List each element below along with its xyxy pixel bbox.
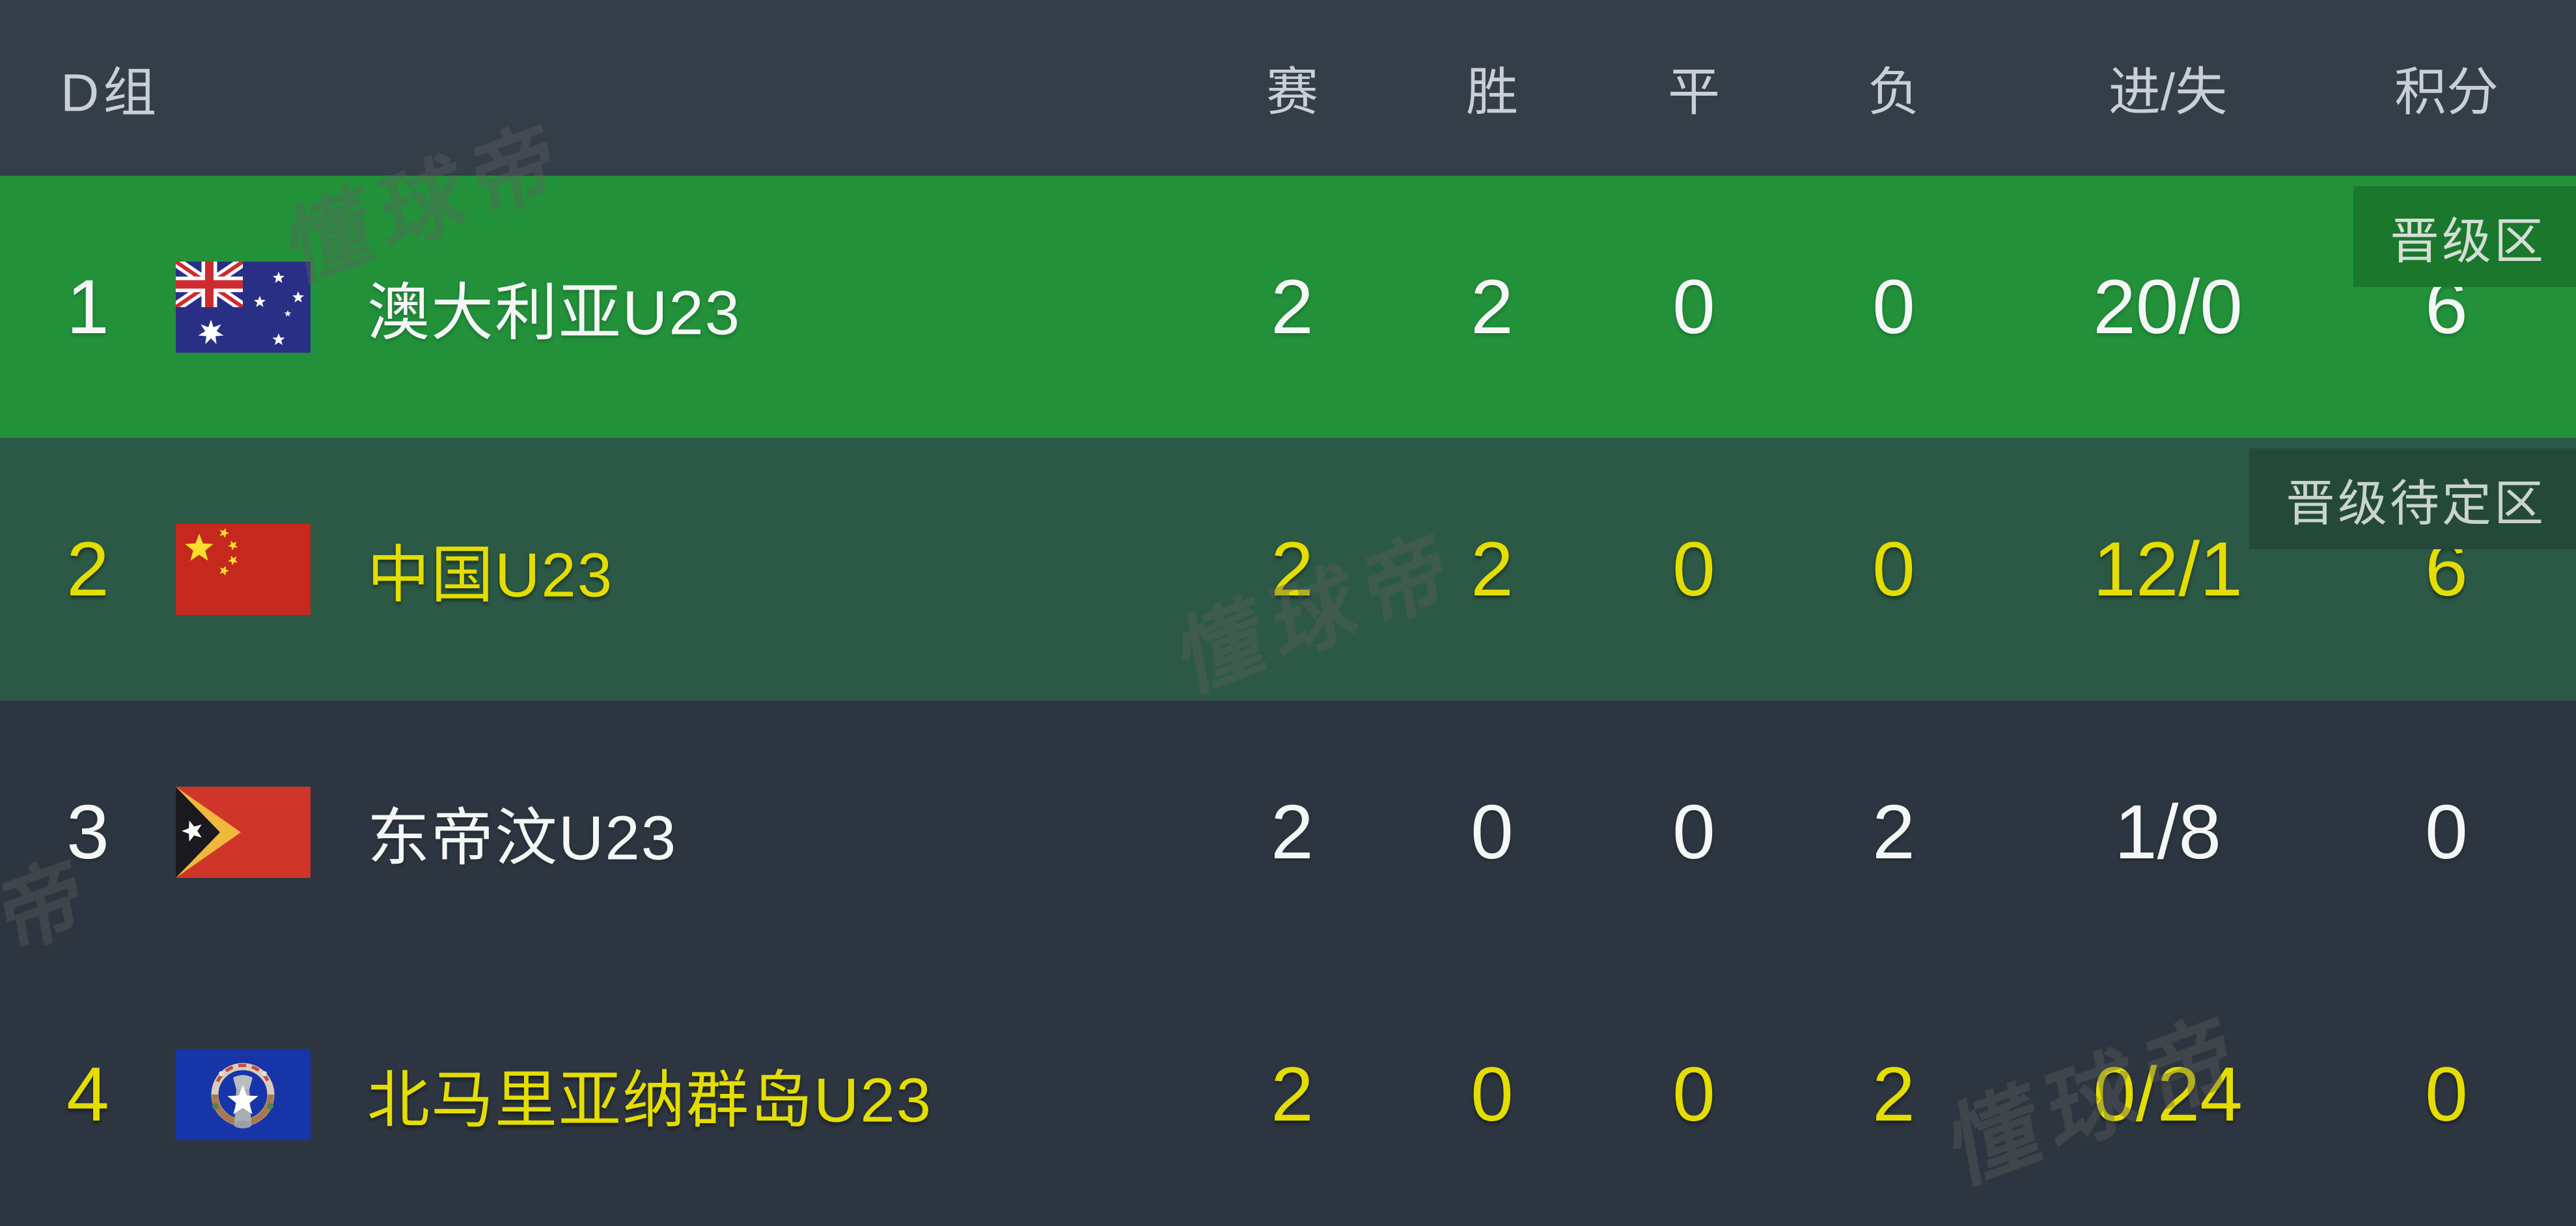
stat-played: 2 xyxy=(1271,789,1314,875)
stat-goals: 1/8 xyxy=(2114,789,2222,875)
team-name: 东帝汶U23 xyxy=(367,803,678,873)
stat-played: 2 xyxy=(1271,264,1314,350)
stat-losses: 2 xyxy=(1872,789,1915,875)
stat-goals: 12/1 xyxy=(2093,526,2243,612)
team-row-china-u23[interactable]: 2 中国U23 2 2 0 0 12/1 6 晋级待定区 xyxy=(0,438,2576,701)
stat-draws: 0 xyxy=(1672,526,1715,612)
rank-number: 3 xyxy=(66,789,109,875)
stat-played: 2 xyxy=(1271,1052,1314,1137)
team-row-east-timor-u23[interactable]: 3 东帝汶U23 2 0 0 2 1/8 0 xyxy=(0,701,2576,963)
stat-goals: 0/24 xyxy=(2093,1052,2243,1137)
team-row-australia-u23[interactable]: 1 澳大利亚U23 2 2 0 0 xyxy=(0,176,2576,438)
team-name: 中国U23 xyxy=(367,540,614,610)
team-row-northern-mariana-u23[interactable]: 4 北马里亚纳群岛U23 2 0 0 2 0/24 0 xyxy=(0,963,2576,1226)
stat-played: 2 xyxy=(1271,526,1314,612)
stat-points: 0 xyxy=(2425,789,2468,875)
stat-goals: 20/0 xyxy=(2093,264,2243,350)
australia-flag-icon xyxy=(176,261,311,353)
col-header-wins: 胜 xyxy=(1466,63,1518,121)
rank-number: 2 xyxy=(66,526,109,612)
group-title: D组 xyxy=(61,63,161,123)
col-header-losses: 负 xyxy=(1868,63,1920,121)
china-flag-icon xyxy=(176,524,311,615)
rank-number: 1 xyxy=(66,264,109,350)
east-timor-flag-icon xyxy=(176,786,311,878)
team-name: 北马里亚纳群岛U23 xyxy=(367,1065,933,1136)
stat-losses: 0 xyxy=(1872,526,1915,612)
stat-wins: 0 xyxy=(1471,1052,1514,1137)
table-header: D组 赛 胜 平 负 进/失 积分 xyxy=(0,0,2576,176)
promotion-zone-badge: 晋级区 xyxy=(2353,186,2576,287)
col-header-goals: 进/失 xyxy=(2108,63,2228,121)
northern-mariana-islands-flag-icon xyxy=(176,1049,311,1140)
stat-points: 0 xyxy=(2425,1052,2468,1137)
stat-wins: 2 xyxy=(1471,264,1514,350)
stat-losses: 0 xyxy=(1872,264,1915,350)
stat-losses: 2 xyxy=(1872,1052,1915,1137)
stat-draws: 0 xyxy=(1672,789,1715,875)
stat-draws: 0 xyxy=(1672,264,1715,350)
stat-wins: 0 xyxy=(1471,789,1514,875)
col-header-points: 积分 xyxy=(2394,63,2499,121)
promotion-pending-zone-badge: 晋级待定区 xyxy=(2249,448,2576,549)
stat-draws: 0 xyxy=(1672,1052,1715,1137)
rank-number: 4 xyxy=(66,1052,109,1137)
col-header-played: 赛 xyxy=(1266,63,1318,121)
stat-wins: 2 xyxy=(1471,526,1514,612)
col-header-draws: 平 xyxy=(1668,63,1720,121)
team-name: 澳大利亚U23 xyxy=(367,278,741,347)
